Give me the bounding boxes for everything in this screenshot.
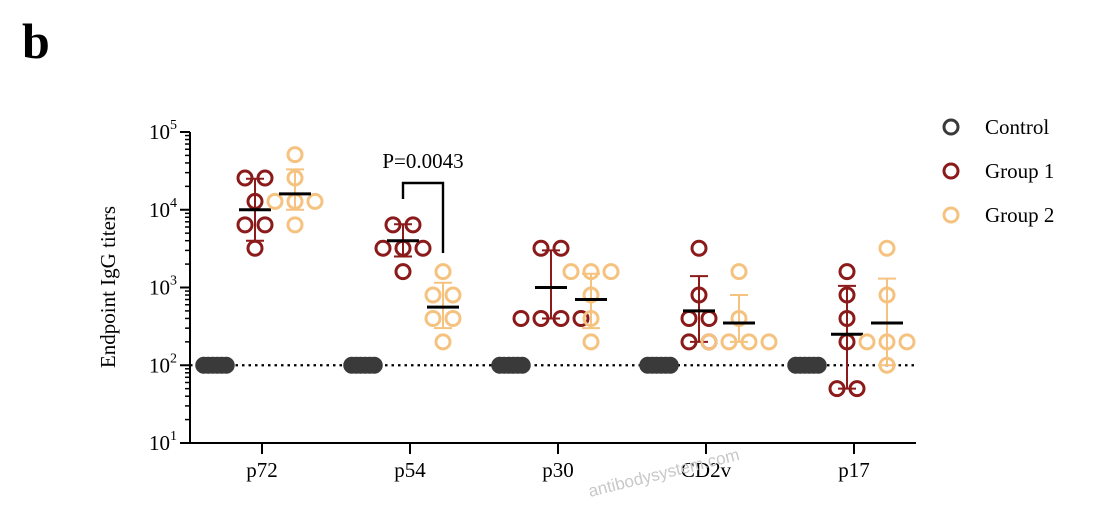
data-point bbox=[878, 356, 896, 374]
data-point bbox=[582, 309, 600, 327]
data-point bbox=[256, 216, 274, 234]
data-point bbox=[374, 239, 392, 257]
data-point bbox=[513, 356, 531, 374]
data-point bbox=[878, 286, 896, 304]
data-point bbox=[552, 309, 570, 327]
series-group-2 bbox=[266, 146, 916, 374]
data-point bbox=[256, 169, 274, 187]
data-point bbox=[602, 263, 620, 281]
x-tick-label: CD2v bbox=[681, 458, 732, 482]
significance-text: P=0.0043 bbox=[382, 149, 463, 173]
data-point bbox=[384, 216, 402, 234]
data-point bbox=[730, 309, 748, 327]
y-axis-label: Endpoint IgG titers bbox=[96, 206, 120, 368]
data-point bbox=[720, 333, 738, 351]
data-point bbox=[424, 286, 442, 304]
data-point bbox=[512, 309, 530, 327]
y-tick-label: 102 bbox=[149, 351, 177, 377]
data-point bbox=[444, 309, 462, 327]
x-tick-label: p72 bbox=[246, 458, 278, 482]
data-point bbox=[306, 192, 324, 210]
data-point bbox=[680, 333, 698, 351]
data-point bbox=[404, 216, 422, 234]
legend-label: Control bbox=[985, 115, 1049, 139]
legend-item: Control bbox=[942, 115, 1049, 139]
data-point bbox=[562, 263, 580, 281]
legend-item: Group 1 bbox=[942, 159, 1054, 183]
data-point bbox=[828, 380, 846, 398]
data-point bbox=[286, 146, 304, 164]
panel-label: b bbox=[22, 13, 50, 69]
data-point bbox=[878, 239, 896, 257]
data-point bbox=[848, 380, 866, 398]
x-tick-label: p54 bbox=[394, 458, 426, 482]
data-point bbox=[878, 333, 896, 351]
data-point bbox=[552, 239, 570, 257]
data-point bbox=[740, 333, 758, 351]
data-point bbox=[690, 239, 708, 257]
data-point bbox=[286, 216, 304, 234]
data-point bbox=[730, 263, 748, 281]
y-tick-label: 105 bbox=[149, 118, 177, 144]
data-point bbox=[700, 309, 718, 327]
data-point bbox=[217, 356, 235, 374]
series-layer bbox=[195, 146, 916, 398]
x-tick-label: p17 bbox=[838, 458, 870, 482]
y-axis: 101 102 103 104 105 bbox=[149, 118, 191, 455]
x-tick-label: p30 bbox=[542, 458, 574, 482]
data-point bbox=[809, 356, 827, 374]
significance-bracket bbox=[401, 181, 445, 253]
data-point bbox=[582, 333, 600, 351]
data-point bbox=[582, 263, 600, 281]
data-point bbox=[434, 333, 452, 351]
legend-marker bbox=[942, 206, 960, 224]
legend-label: Group 1 bbox=[985, 159, 1054, 183]
data-point bbox=[838, 263, 856, 281]
data-point bbox=[532, 239, 550, 257]
y-tick-label: 101 bbox=[149, 429, 177, 455]
data-point bbox=[394, 263, 412, 281]
y-tick-label: 104 bbox=[149, 196, 177, 222]
data-point bbox=[266, 192, 284, 210]
y-ticks: 101 102 103 104 105 bbox=[149, 118, 190, 455]
data-point bbox=[444, 286, 462, 304]
data-point bbox=[365, 356, 383, 374]
data-point bbox=[838, 286, 856, 304]
legend-item: Group 2 bbox=[942, 203, 1054, 227]
data-point bbox=[700, 333, 718, 351]
series-group-1 bbox=[236, 169, 866, 398]
data-point bbox=[532, 309, 550, 327]
data-point bbox=[434, 263, 452, 281]
y-tick-label: 103 bbox=[149, 274, 177, 300]
significance-annotation: P=0.0043 bbox=[382, 149, 464, 253]
data-point bbox=[582, 286, 600, 304]
legend-marker bbox=[942, 162, 960, 180]
data-point bbox=[246, 239, 264, 257]
x-axis: p72 p54 p30 CD2v p17 bbox=[189, 442, 916, 482]
data-point bbox=[838, 309, 856, 327]
data-point bbox=[414, 239, 432, 257]
data-point bbox=[572, 309, 590, 327]
series-control bbox=[195, 356, 827, 374]
legend-label: Group 2 bbox=[985, 203, 1054, 227]
data-point bbox=[424, 309, 442, 327]
data-point bbox=[690, 286, 708, 304]
data-point bbox=[760, 333, 778, 351]
data-point bbox=[236, 169, 254, 187]
legend-marker bbox=[942, 118, 960, 136]
data-point bbox=[286, 169, 304, 187]
data-point bbox=[661, 356, 679, 374]
legend: Control Group 1 Group 2 bbox=[942, 115, 1054, 227]
data-point bbox=[680, 309, 698, 327]
data-point bbox=[858, 333, 876, 351]
data-point bbox=[236, 216, 254, 234]
data-point bbox=[898, 333, 916, 351]
x-ticks: p72 p54 p30 CD2v p17 bbox=[246, 443, 870, 482]
